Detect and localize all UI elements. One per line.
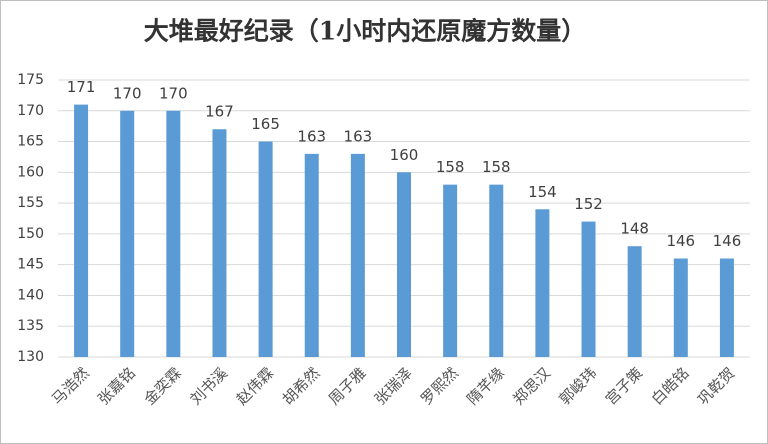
bar [581,221,596,357]
data-label: 148 [620,220,649,238]
y-tick-label: 140 [17,287,44,303]
data-label: 154 [528,183,557,201]
bar [74,104,89,357]
bar [397,172,411,357]
data-label: 163 [297,127,326,145]
bar [166,110,181,358]
chart-title: 大堆最好纪录（1小时内还原魔方数量） [144,17,586,46]
data-label: 158 [436,158,465,176]
y-tick-label: 135 [17,318,44,334]
y-tick-label: 170 [17,103,44,119]
y-tick-label: 150 [17,226,44,242]
bar [120,110,135,358]
bar [258,141,273,357]
bar [212,129,227,357]
bar [719,258,734,357]
data-label: 170 [159,84,188,102]
data-label: 158 [482,158,511,176]
y-tick-label: 165 [17,134,44,150]
data-label: 163 [344,127,373,145]
bar [627,246,642,357]
data-label: 152 [574,195,603,213]
bar [350,153,365,357]
data-label: 171 [67,78,96,96]
y-tick-label: 130 [17,349,44,365]
data-label: 160 [390,146,419,164]
data-label: 146 [713,232,742,250]
y-tick-label: 145 [17,257,44,273]
data-label: 167 [205,103,234,121]
data-label: 165 [251,115,280,133]
y-tick-label: 155 [17,195,44,211]
y-tick-label: 175 [17,72,44,88]
bar [673,258,688,357]
y-tick-label: 160 [17,164,44,180]
bar [489,184,504,357]
data-label: 146 [666,232,695,250]
bar [304,153,319,357]
data-label: 170 [113,84,142,102]
bar [535,209,550,357]
bar [443,184,458,357]
